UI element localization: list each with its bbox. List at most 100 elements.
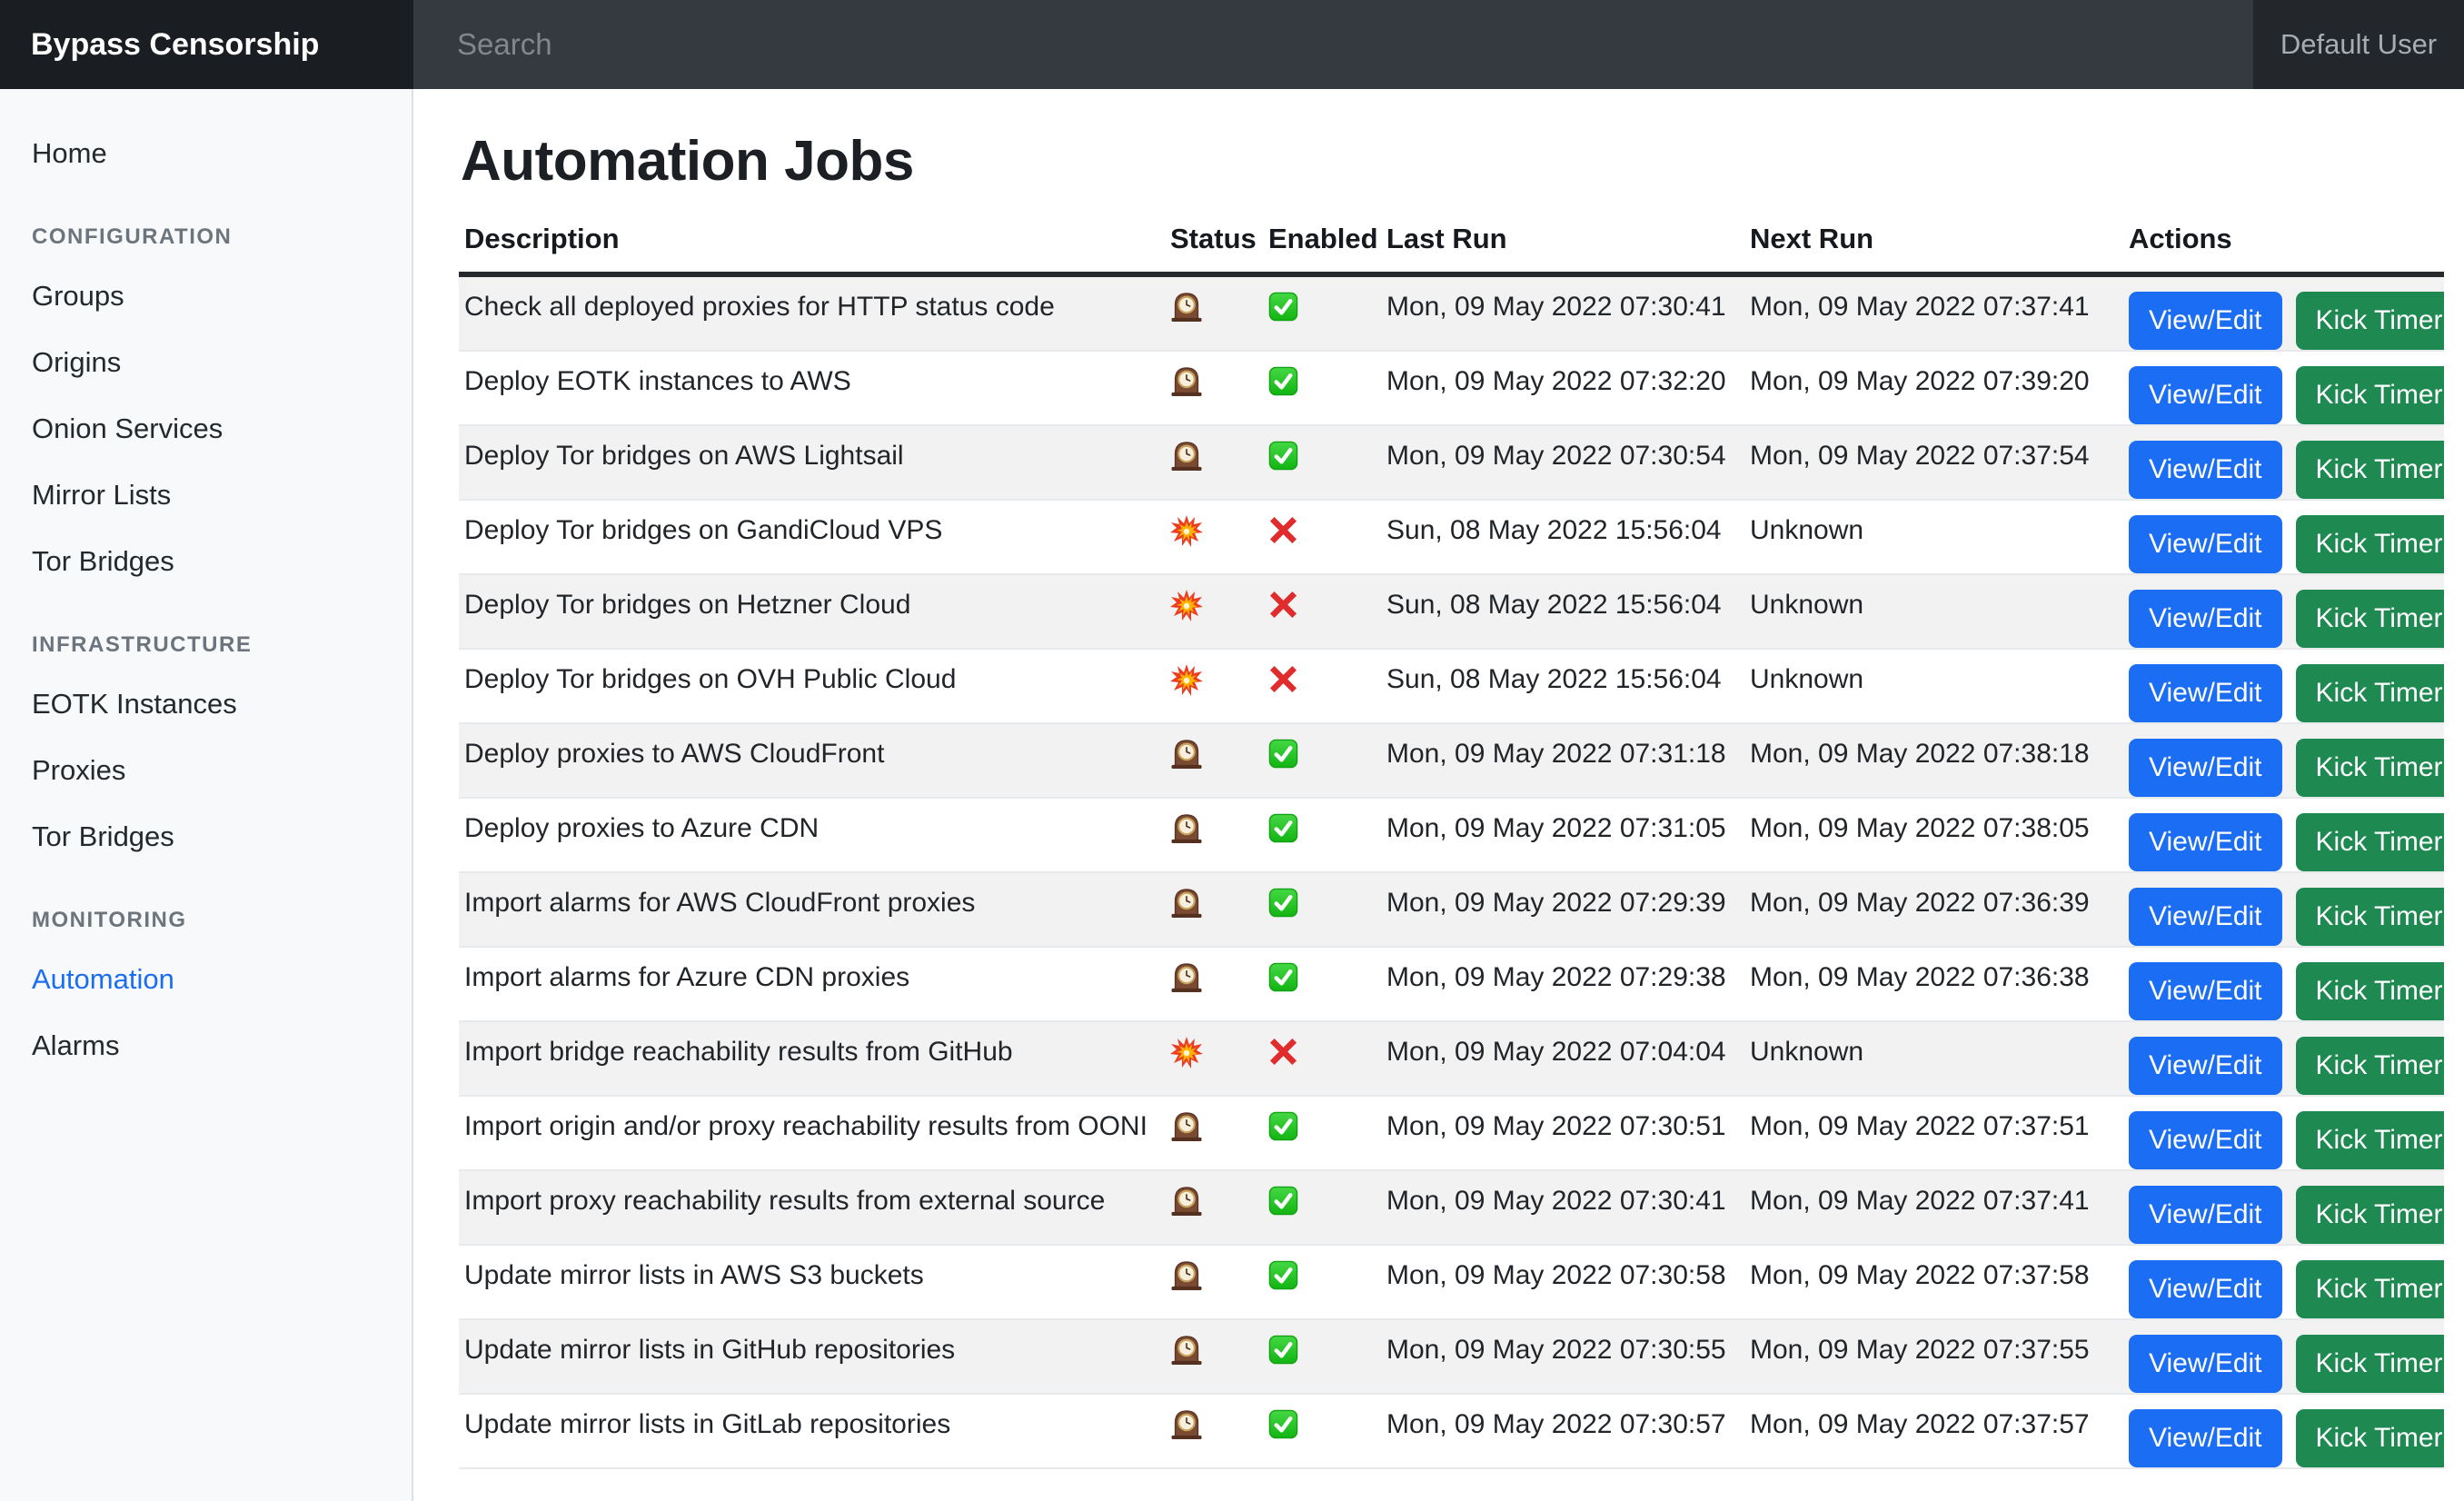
job-description: Import alarms for Azure CDN proxies <box>459 946 1165 1021</box>
table-row: Update mirror lists in AWS S3 buckets Mo… <box>459 1244 2444 1319</box>
job-next-run: Mon, 09 May 2022 07:38:18 <box>1744 722 2123 798</box>
kick-timer-button[interactable]: Kick Timer <box>2295 813 2444 871</box>
job-last-run: Mon, 09 May 2022 07:31:18 <box>1381 722 1744 798</box>
check-mark-icon <box>1268 962 1298 992</box>
kick-timer-button[interactable]: Kick Timer <box>2295 739 2444 797</box>
job-enabled-cell <box>1263 648 1381 723</box>
kick-timer-button[interactable]: Kick Timer <box>2295 515 2444 573</box>
sidebar-section-monitoring: MONITORING <box>32 908 187 932</box>
view-edit-button[interactable]: View/Edit <box>2129 366 2282 424</box>
mantel-clock-icon <box>1170 1409 1203 1439</box>
job-status-cell <box>1165 722 1263 798</box>
sidebar-item-onion-services[interactable]: Onion Services <box>32 412 224 444</box>
job-status-cell <box>1165 273 1263 351</box>
kick-timer-button[interactable]: Kick Timer <box>2295 1111 2444 1169</box>
mantel-clock-icon <box>1170 888 1203 918</box>
page-title: Automation Jobs <box>461 130 914 193</box>
job-description: Deploy EOTK instances to AWS <box>459 350 1165 425</box>
job-next-run: Unknown <box>1744 573 2123 649</box>
column-header-actions: Actions <box>2123 215 2444 277</box>
user-menu[interactable]: Default User <box>2280 28 2438 60</box>
view-edit-button[interactable]: View/Edit <box>2129 664 2282 722</box>
job-last-run: Mon, 09 May 2022 07:30:57 <box>1381 1393 1744 1468</box>
view-edit-button[interactable]: View/Edit <box>2129 292 2282 350</box>
mantel-clock-icon <box>1170 962 1203 992</box>
sidebar-item-origins[interactable]: Origins <box>32 345 122 378</box>
job-next-run: Mon, 09 May 2022 07:37:57 <box>1744 1393 2123 1468</box>
sidebar-item-automation[interactable]: Automation <box>32 962 174 995</box>
check-mark-icon <box>1268 441 1298 471</box>
search-input[interactable] <box>413 0 2253 89</box>
view-edit-button[interactable]: View/Edit <box>2129 962 2282 1020</box>
kick-timer-button[interactable]: Kick Timer <box>2295 590 2444 648</box>
job-description: Update mirror lists in GitLab repositori… <box>459 1393 1165 1468</box>
table-row: Deploy EOTK instances to AWS Mon, 09 May… <box>459 350 2444 425</box>
table-row: Deploy proxies to AWS CloudFront Mon, 09… <box>459 722 2444 798</box>
view-edit-button[interactable]: View/Edit <box>2129 1037 2282 1095</box>
kick-timer-button[interactable]: Kick Timer <box>2295 888 2444 946</box>
kick-timer-button[interactable]: Kick Timer <box>2295 664 2444 722</box>
job-next-run: Unknown <box>1744 499 2123 574</box>
kick-timer-button[interactable]: Kick Timer <box>2295 1186 2444 1244</box>
sidebar-item-mirror-lists[interactable]: Mirror Lists <box>32 478 172 511</box>
job-enabled-cell <box>1263 797 1381 872</box>
automation-jobs-table: Description Status Enabled Last Run Next Run… <box>459 215 2444 1469</box>
kick-timer-button[interactable]: Kick Timer <box>2295 1335 2444 1393</box>
job-actions-cell: View/Edit Kick Timer <box>2123 573 2444 649</box>
check-mark-icon <box>1268 813 1298 843</box>
sidebar-item-home[interactable]: Home <box>32 136 107 169</box>
view-edit-button[interactable]: View/Edit <box>2129 739 2282 797</box>
job-description: Import origin and/or proxy reachability … <box>459 1095 1165 1170</box>
table-row: Import proxy reachability results from e… <box>459 1169 2444 1245</box>
app-brand[interactable]: Bypass Censorship <box>0 0 413 89</box>
view-edit-button[interactable]: View/Edit <box>2129 888 2282 946</box>
job-description: Import proxy reachability results from e… <box>459 1169 1165 1245</box>
job-actions-cell: View/Edit Kick Timer <box>2123 273 2444 351</box>
table-row: Update mirror lists in GitLab repositori… <box>459 1393 2444 1468</box>
kick-timer-button[interactable]: Kick Timer <box>2295 292 2444 350</box>
table-row: Import alarms for AWS CloudFront proxies… <box>459 871 2444 947</box>
view-edit-button[interactable]: View/Edit <box>2129 1409 2282 1467</box>
mantel-clock-icon <box>1170 1335 1203 1365</box>
check-mark-icon <box>1268 1260 1298 1290</box>
view-edit-button[interactable]: View/Edit <box>2129 1335 2282 1393</box>
view-edit-button[interactable]: View/Edit <box>2129 590 2282 648</box>
sidebar-item-eotk-instances[interactable]: EOTK Instances <box>32 687 237 720</box>
sidebar-item-tor-bridges[interactable]: Tor Bridges <box>32 544 174 577</box>
job-enabled-cell <box>1263 1244 1381 1319</box>
view-edit-button[interactable]: View/Edit <box>2129 1186 2282 1244</box>
job-actions-cell: View/Edit Kick Timer <box>2123 946 2444 1021</box>
view-edit-button[interactable]: View/Edit <box>2129 813 2282 871</box>
job-actions-cell: View/Edit Kick Timer <box>2123 1020 2444 1096</box>
view-edit-button[interactable]: View/Edit <box>2129 515 2282 573</box>
job-next-run: Mon, 09 May 2022 07:37:55 <box>1744 1318 2123 1394</box>
job-next-run: Mon, 09 May 2022 07:37:58 <box>1744 1244 2123 1319</box>
job-status-cell <box>1165 946 1263 1021</box>
view-edit-button[interactable]: View/Edit <box>2129 441 2282 499</box>
sidebar-item-proxies[interactable]: Proxies <box>32 753 126 786</box>
view-edit-button[interactable]: View/Edit <box>2129 1111 2282 1169</box>
check-mark-icon <box>1268 1111 1298 1141</box>
job-actions-cell: View/Edit Kick Timer <box>2123 1244 2444 1319</box>
kick-timer-button[interactable]: Kick Timer <box>2295 441 2444 499</box>
job-status-cell <box>1165 1318 1263 1394</box>
kick-timer-button[interactable]: Kick Timer <box>2295 1037 2444 1095</box>
collision-icon <box>1170 590 1203 622</box>
job-description: Deploy Tor bridges on OVH Public Cloud <box>459 648 1165 723</box>
kick-timer-button[interactable]: Kick Timer <box>2295 962 2444 1020</box>
job-next-run: Unknown <box>1744 648 2123 723</box>
cross-mark-icon <box>1268 590 1298 620</box>
job-enabled-cell <box>1263 946 1381 1021</box>
kick-timer-button[interactable]: Kick Timer <box>2295 1409 2444 1467</box>
sidebar-item-alarms[interactable]: Alarms <box>32 1029 120 1061</box>
view-edit-button[interactable]: View/Edit <box>2129 1260 2282 1318</box>
table-row: Check all deployed proxies for HTTP stat… <box>459 273 2444 351</box>
sidebar-item-groups[interactable]: Groups <box>32 279 124 312</box>
sidebar-item-tor-bridges[interactable]: Tor Bridges <box>32 820 174 852</box>
table-row: Deploy Tor bridges on AWS Lightsail Mon,… <box>459 424 2444 500</box>
job-next-run: Mon, 09 May 2022 07:36:39 <box>1744 871 2123 947</box>
job-actions-cell: View/Edit Kick Timer <box>2123 1393 2444 1468</box>
table-row: Deploy Tor bridges on Hetzner Cloud Sun,… <box>459 573 2444 649</box>
kick-timer-button[interactable]: Kick Timer <box>2295 366 2444 424</box>
kick-timer-button[interactable]: Kick Timer <box>2295 1260 2444 1318</box>
